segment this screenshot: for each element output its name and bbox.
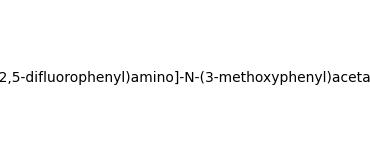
Text: 2-[(2,5-difluorophenyl)amino]-N-(3-methoxyphenyl)acetamide: 2-[(2,5-difluorophenyl)amino]-N-(3-metho…	[0, 71, 370, 85]
